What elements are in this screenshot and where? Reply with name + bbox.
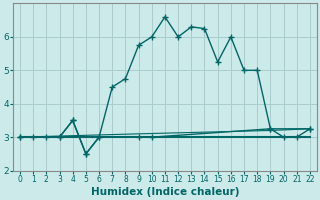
X-axis label: Humidex (Indice chaleur): Humidex (Indice chaleur) [91,187,239,197]
